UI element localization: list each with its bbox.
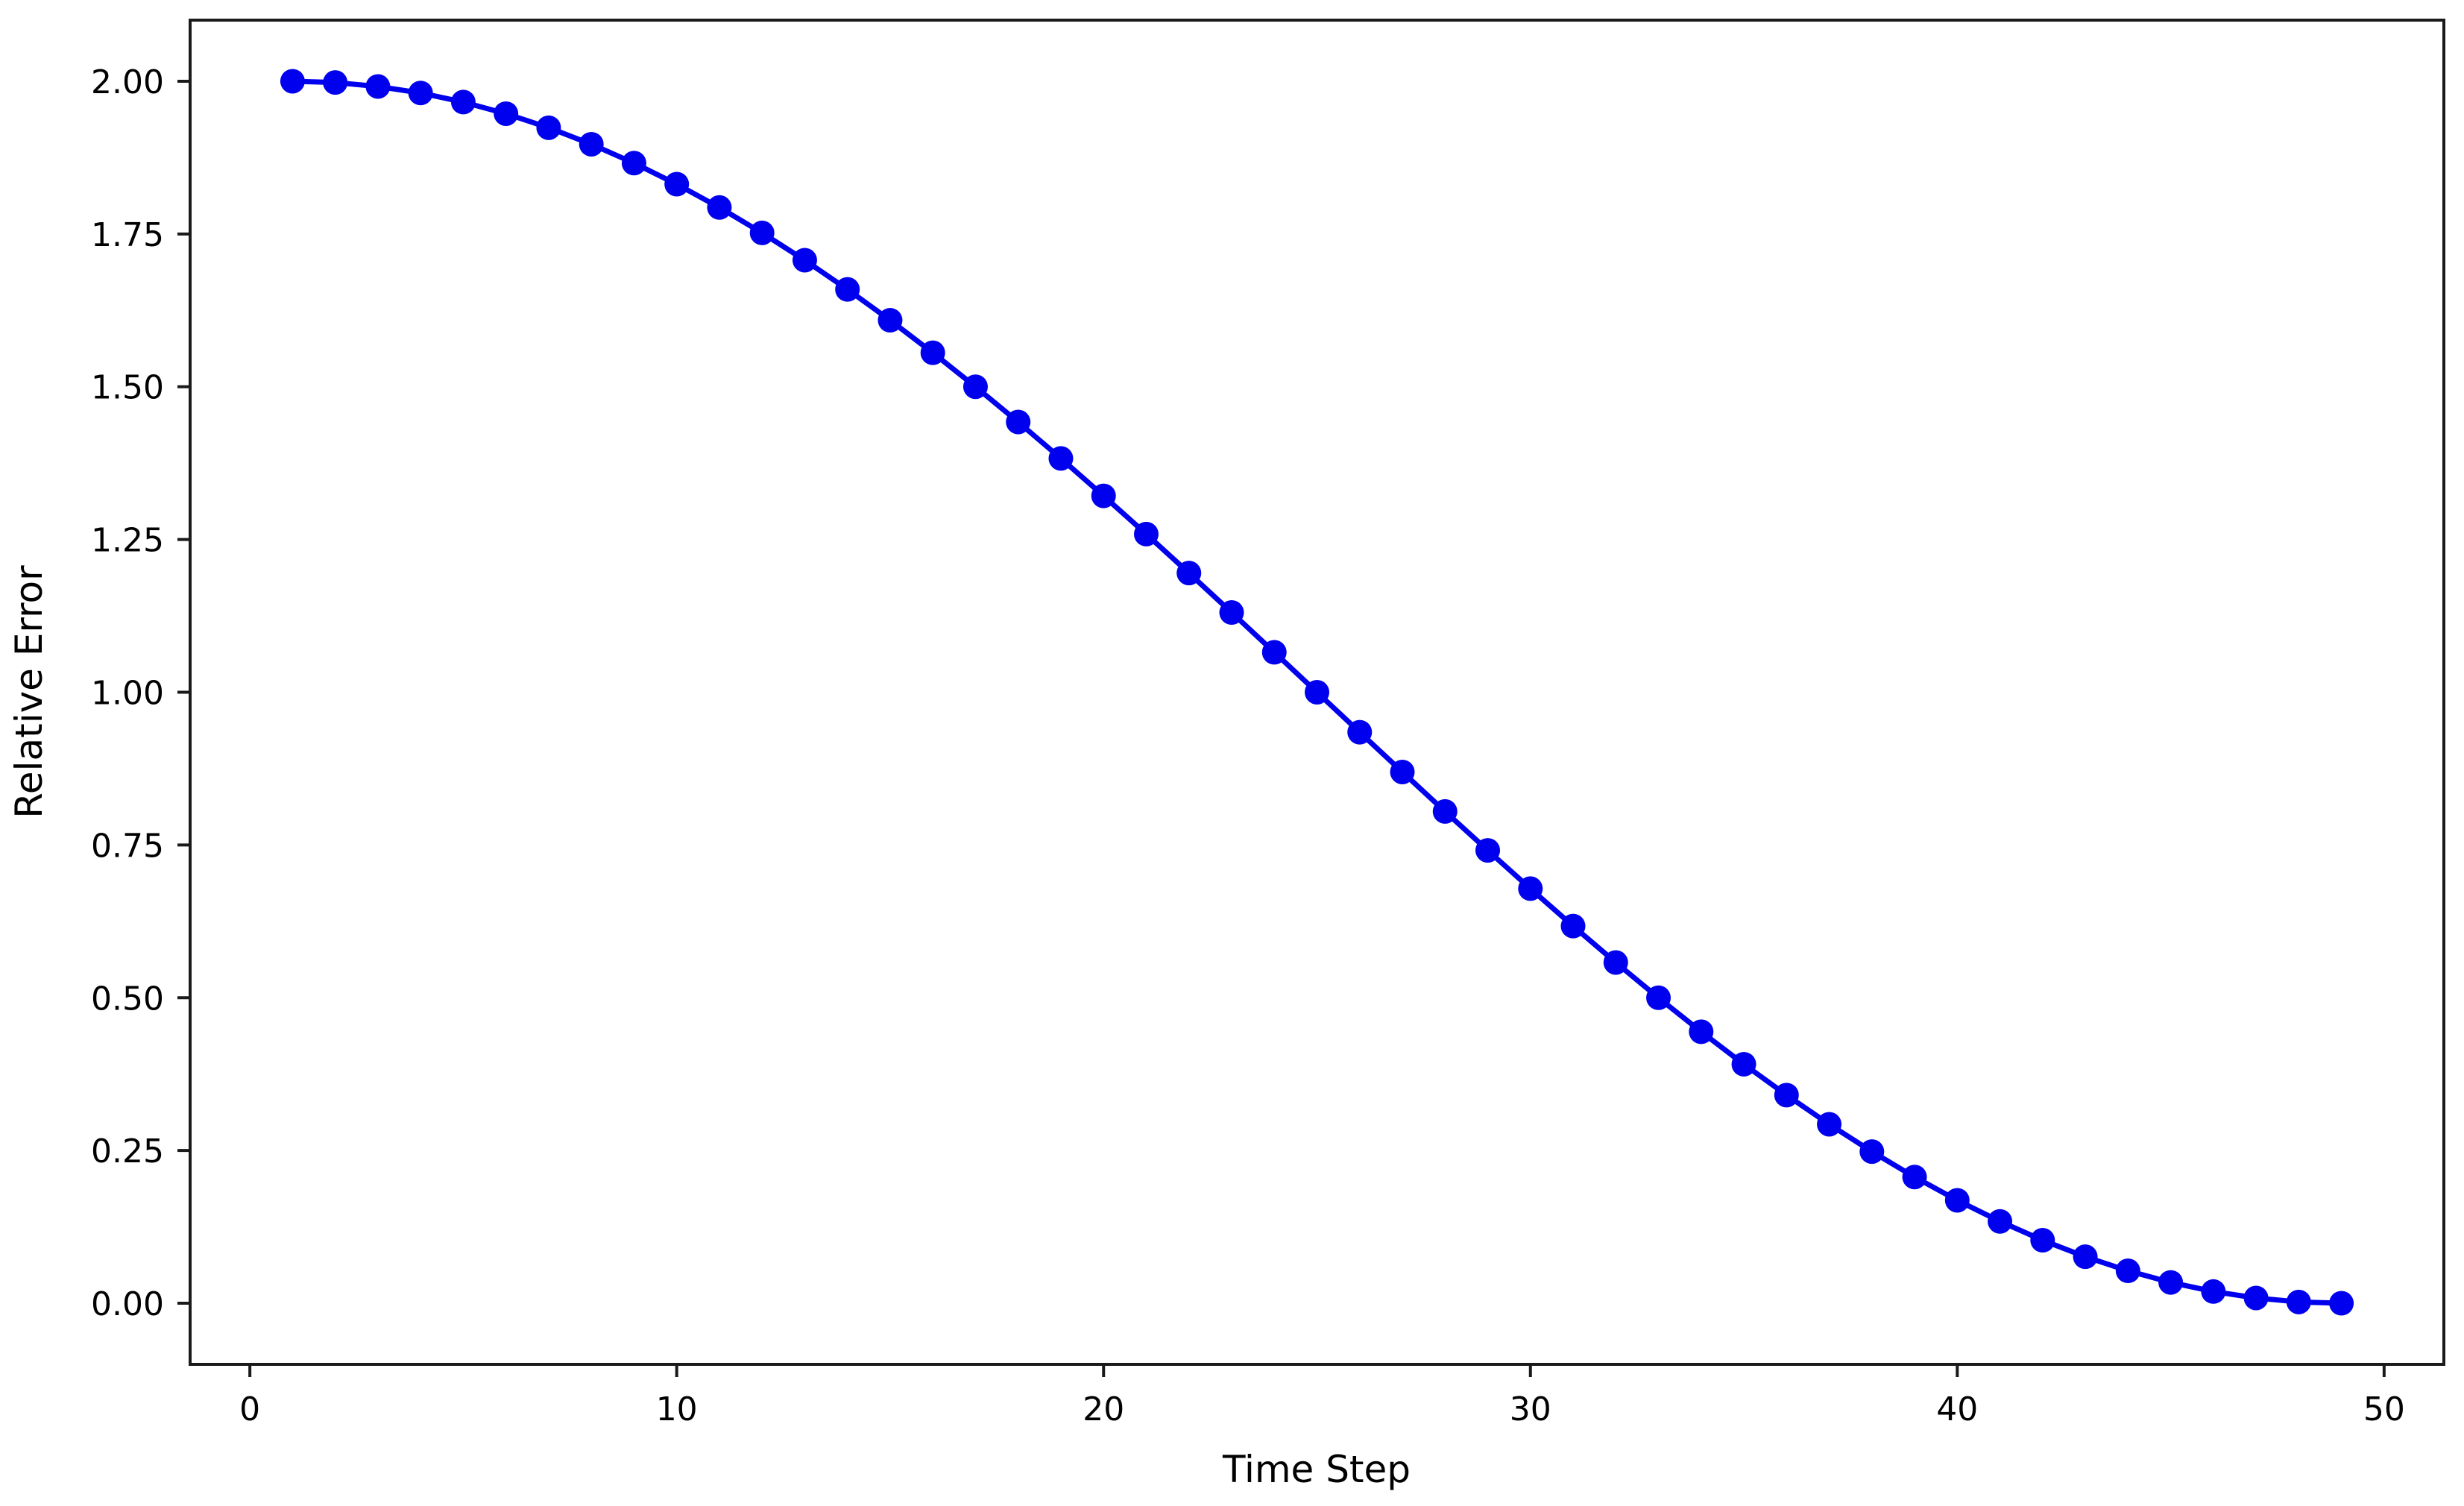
data-point-marker xyxy=(579,131,604,157)
x-tick-label: 0 xyxy=(239,1390,260,1428)
data-point-marker xyxy=(835,277,860,302)
x-tick-label: 20 xyxy=(1083,1390,1124,1428)
x-tick-label: 40 xyxy=(1936,1390,1978,1428)
data-point-marker xyxy=(749,220,775,245)
data-point-marker xyxy=(1859,1139,1885,1165)
data-point-marker xyxy=(792,248,817,273)
data-point-marker xyxy=(323,70,348,95)
data-point-marker xyxy=(1219,600,1244,626)
data-point-marker xyxy=(664,171,690,197)
data-point-marker xyxy=(1133,521,1159,546)
data-point-marker xyxy=(2030,1228,2055,1253)
data-point-marker xyxy=(1261,640,1287,665)
data-point-marker xyxy=(1347,719,1373,745)
data-point-marker xyxy=(280,69,305,94)
data-point-marker xyxy=(2073,1244,2098,1270)
data-point-marker xyxy=(920,340,945,365)
data-point-marker xyxy=(962,374,988,400)
data-point-marker xyxy=(450,89,476,115)
data-point-marker xyxy=(1305,680,1329,705)
data-point-marker xyxy=(2158,1270,2184,1295)
data-point-marker xyxy=(1731,1051,1756,1077)
data-point-marker xyxy=(1518,876,1543,901)
data-point-marker xyxy=(1432,798,1458,824)
data-point-marker xyxy=(1944,1188,1970,1213)
data-point-marker xyxy=(877,308,903,333)
data-point-marker xyxy=(536,115,561,140)
data-point-marker xyxy=(1176,561,1202,586)
data-point-marker xyxy=(1774,1083,1799,1108)
data-point-marker xyxy=(365,74,391,99)
data-point-marker xyxy=(408,81,433,106)
x-tick-label: 50 xyxy=(2363,1390,2405,1428)
y-tick-label: 1.50 xyxy=(91,369,164,407)
y-tick-label: 1.75 xyxy=(91,216,164,254)
data-point-marker xyxy=(1603,950,1628,975)
y-tick-label: 0.50 xyxy=(91,980,164,1018)
data-point-marker xyxy=(621,151,646,176)
y-tick-label: 1.00 xyxy=(91,675,164,713)
data-point-marker xyxy=(1817,1112,1842,1137)
plot-area: 0 10 20 30 40 50 0.00 0.25 0.50 0.75 1.00 1.25 1.50 1… xyxy=(91,19,2445,1428)
data-point-marker xyxy=(1646,985,1671,1010)
y-axis-title: Relative Error xyxy=(7,565,51,819)
data-point-marker xyxy=(1006,409,1031,435)
y-tick-label: 0.25 xyxy=(91,1132,164,1171)
data-point-marker xyxy=(1560,913,1586,939)
data-point-marker xyxy=(494,101,519,126)
data-point-marker xyxy=(1902,1165,1927,1190)
data-point-marker xyxy=(2115,1258,2140,1284)
y-tick-label: 0.75 xyxy=(91,827,164,865)
x-tick-label: 30 xyxy=(1510,1390,1551,1428)
x-axis-title: Time Step xyxy=(1222,1448,1411,1491)
data-point-marker xyxy=(1988,1209,2013,1234)
data-point-marker xyxy=(2243,1285,2269,1311)
data-point-marker xyxy=(1048,446,1074,471)
y-tick-label: 2.00 xyxy=(91,63,164,101)
data-point-marker xyxy=(2201,1279,2226,1304)
data-point-marker xyxy=(1689,1019,1714,1045)
y-tick-label: 1.25 xyxy=(91,522,164,560)
x-tick-label: 10 xyxy=(656,1390,698,1428)
data-point-marker xyxy=(707,195,732,220)
data-point-marker xyxy=(1390,759,1415,784)
data-point-marker xyxy=(2286,1289,2311,1314)
y-tick-label: 0.00 xyxy=(91,1285,164,1323)
data-point-marker xyxy=(1091,483,1116,508)
data-point-marker xyxy=(1475,838,1501,863)
data-point-marker xyxy=(2329,1291,2354,1316)
